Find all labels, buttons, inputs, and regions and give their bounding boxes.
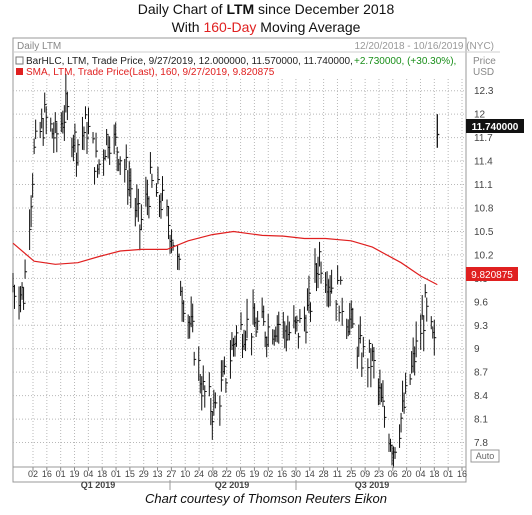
legend-sma-text: SMA, LTM, Trade Price(Last), 160, 9/27/2…	[26, 67, 275, 78]
panel-date-range: 12/20/2018 - 10/16/2019 (NYC)	[354, 41, 494, 52]
auto-scale-label: Auto	[476, 451, 495, 461]
x-tick-label: 04	[415, 469, 425, 479]
chart-title-line-2: With 160-Day Moving Average	[0, 18, 532, 36]
x-period-label: Q2 2019	[215, 480, 250, 490]
x-tick-label: 28	[319, 469, 329, 479]
x-axis-tick-labels: 02 16 01 19 04 18 01 15 29 13 27 10 24 08 22 05 19 02 16 30…	[28, 469, 467, 479]
plot-frame	[12, 37, 467, 483]
y-tick-label: 10.2	[474, 250, 494, 261]
x-tick-label: 01	[111, 469, 121, 479]
x-tick-label: 16	[42, 469, 52, 479]
sma-tag: 9.820875	[471, 270, 513, 281]
x-tick-label: 11	[333, 469, 342, 479]
legend-bar-text: BarHLC, LTM, Trade Price, 9/27/2019, 12.…	[26, 56, 353, 67]
x-tick-label: 08	[208, 469, 218, 479]
x-tick-label: 13	[153, 469, 163, 479]
currency-axis-label: USD	[473, 67, 494, 78]
x-tick-label: 10	[180, 469, 190, 479]
y-axis-tick-labels: 12.31211.711.411.110.810.510.29.99.69.39…	[474, 86, 494, 449]
y-tick-label: 8.1	[474, 415, 488, 426]
chart-credit: Chart courtesy of Thomson Reuters Eikon	[144, 491, 388, 506]
price-axis-label: Price	[473, 56, 496, 67]
x-tick-label: 05	[236, 469, 246, 479]
x-tick-label: 01	[56, 469, 66, 479]
y-tick-label: 8.7	[474, 368, 488, 379]
x-period-label: Q3 2019	[355, 480, 390, 490]
y-tick-label: 11.7	[474, 133, 493, 144]
y-tick-label: 11.4	[474, 157, 493, 168]
y-tick-label: 8.4	[474, 391, 488, 402]
last-price-tag-bg	[466, 119, 524, 133]
y-tick-label: 7.8	[474, 438, 488, 449]
x-tick-label: 19	[249, 469, 259, 479]
x-tick-label: 16	[277, 469, 287, 479]
x-tick-label: 14	[305, 469, 315, 479]
x-tick-label: 04	[83, 469, 93, 479]
x-tick-label: 29	[139, 469, 149, 479]
x-tick-label: 18	[97, 469, 107, 479]
x-tick-label: 09	[360, 469, 370, 479]
legend-sma-swatch	[16, 68, 23, 75]
y-tick-label: 10.5	[474, 227, 494, 238]
x-period-label: Q1 2019	[81, 480, 116, 490]
x-tick-label: 18	[429, 469, 439, 479]
subtitle-prefix: With	[171, 19, 204, 35]
title-prefix: Daily Chart of	[137, 1, 227, 17]
x-tick-label: 30	[291, 469, 301, 479]
legend-bar-swatch	[15, 56, 24, 65]
panel-name: Daily LTM	[17, 41, 61, 52]
x-tick-label: 02	[28, 469, 38, 479]
sma-160-line	[12, 230, 438, 286]
x-tick-label: 16	[457, 469, 467, 479]
auto-scale-button[interactable]	[470, 449, 500, 463]
x-tick-label: 20	[402, 469, 412, 479]
y-tick-label: 9	[474, 344, 480, 355]
y-tick-label: 10.8	[474, 204, 494, 215]
price-bars	[12, 73, 440, 468]
title-suffix: since December 2018	[254, 1, 395, 17]
y-tick-label: 11.1	[474, 180, 493, 191]
sma-tag-bg	[466, 267, 518, 281]
y-tick-label: 12	[474, 110, 486, 121]
x-axis-period-labels: Q1 2019 Q2 2019 Q3 2019	[81, 480, 390, 490]
x-tick-label: 15	[125, 469, 135, 479]
x-tick-label: 23	[374, 469, 384, 479]
x-tick-label: 25	[346, 469, 356, 479]
last-price-tag: 11.740000	[472, 122, 519, 133]
x-tick-label: 22	[222, 469, 232, 479]
x-tick-label: 01	[443, 469, 453, 479]
subtitle-highlight: 160-Day	[203, 19, 257, 35]
subtitle-suffix: Moving Average	[256, 19, 361, 35]
chart-title-line-1: Daily Chart of LTM since December 2018	[0, 0, 532, 18]
legend-bar-change: +2.730000, (+30.30%),	[354, 56, 456, 67]
y-tick-label: 9.6	[474, 297, 488, 308]
x-axis-ticks	[32, 467, 463, 471]
x-tick-label: 02	[263, 469, 273, 479]
x-tick-label: 19	[70, 469, 80, 479]
x-tick-label: 06	[388, 469, 398, 479]
x-tick-label: 27	[166, 469, 176, 479]
title-ticker: LTM	[226, 1, 255, 17]
x-tick-label: 24	[194, 469, 204, 479]
y-tick-label: 12.3	[474, 86, 494, 97]
y-tick-label: 9.3	[474, 321, 488, 332]
